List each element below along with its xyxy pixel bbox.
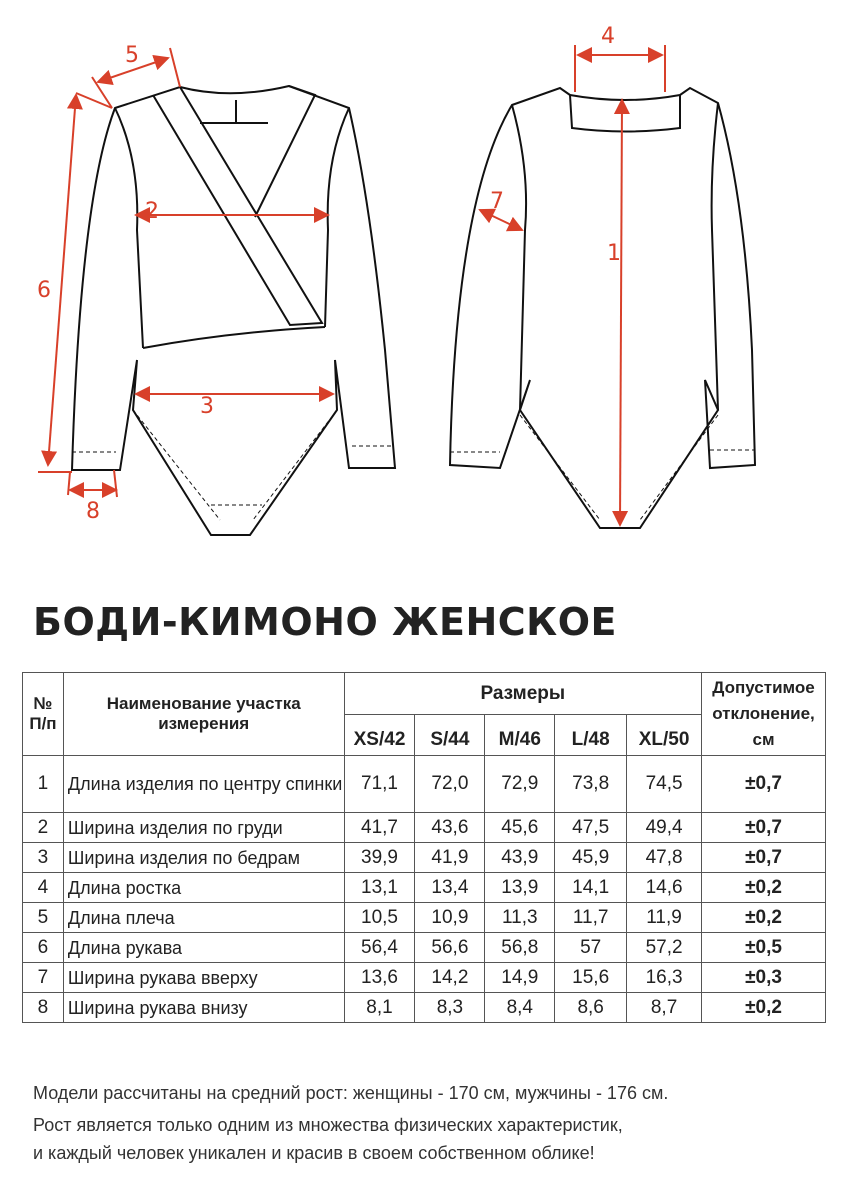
row-value: 15,6 [554, 962, 628, 993]
label-1: 1 [607, 241, 621, 266]
row-value: 47,8 [626, 842, 703, 873]
row-value: 56,8 [484, 932, 556, 963]
row-value: 43,9 [484, 842, 556, 873]
footer-line-2: Рост является только одним из множества … [33, 1115, 623, 1135]
row-value: 57 [554, 932, 628, 963]
row-number: 8 [22, 992, 64, 1023]
row-value: 74,5 [626, 755, 703, 813]
row-value: 71,1 [343, 755, 416, 813]
row-value: 14,2 [414, 962, 486, 993]
row-value: 56,6 [414, 932, 486, 963]
table-row: 8 Ширина рукава внизу 8,1 8,3 8,4 8,6 8,7 ±0,2 [22, 992, 826, 1023]
row-value: 8,4 [484, 992, 556, 1023]
row-value: 72,0 [414, 755, 486, 813]
row-value: 13,9 [484, 872, 556, 903]
row-number: 1 [22, 755, 64, 813]
table-row: 2 Ширина изделия по груди 41,7 43,6 45,6 47,5… [22, 812, 826, 843]
row-value: 8,1 [343, 992, 416, 1023]
row-name: Длина ростка [62, 872, 345, 903]
table-row: 5 Длина плеча 10,5 10,9 11,3 11,7 11,9 ±0,2 [22, 902, 826, 933]
row-value: 13,6 [343, 962, 416, 993]
measurement-lines [38, 45, 666, 527]
size-xs: XS/42 [343, 714, 416, 756]
table-row: 1 Длина изделия по центру спинки 71,1 72,0 7… [22, 755, 826, 813]
row-tolerance: ±0,2 [701, 902, 826, 933]
table-row: 7 Ширина рукава вверху 13,6 14,2 14,9 15,6 16,… [22, 962, 826, 993]
row-name: Длина изделия по центру спинки [62, 755, 345, 813]
row-value: 16,3 [626, 962, 703, 993]
row-value: 13,4 [414, 872, 486, 903]
row-value: 41,9 [414, 842, 486, 873]
size-s: S/44 [414, 714, 486, 756]
row-value: 45,9 [554, 842, 628, 873]
row-number: 3 [22, 842, 64, 873]
row-name: Ширина изделия по груди [62, 812, 345, 843]
row-tolerance: ±0,7 [701, 812, 826, 843]
row-number: 2 [22, 812, 64, 843]
table-row: 6 Длина рукава 56,4 56,6 56,8 57 57,2 ±0,5 [22, 932, 826, 963]
label-6: 6 [37, 278, 51, 303]
size-xl: XL/50 [626, 714, 703, 756]
row-value: 45,6 [484, 812, 556, 843]
row-tolerance: ±0,7 [701, 755, 826, 813]
row-value: 11,7 [554, 902, 628, 933]
row-tolerance: ±0,2 [701, 872, 826, 903]
label-7: 7 [490, 189, 504, 214]
row-tolerance: ±0,5 [701, 932, 826, 963]
table-row: 3 Ширина изделия по бедрам 39,9 41,9 43,9 45,… [22, 842, 826, 873]
row-name: Ширина рукава вверху [62, 962, 345, 993]
row-value: 8,7 [626, 992, 703, 1023]
row-value: 41,7 [343, 812, 416, 843]
header-name: Наименование участка измерения [62, 672, 345, 756]
row-value: 56,4 [343, 932, 416, 963]
back-view [448, 86, 757, 529]
row-name: Длина рукава [62, 932, 345, 963]
page-title: БОДИ-КИМОНО ЖЕНСКОЕ [33, 600, 617, 644]
row-number: 7 [22, 962, 64, 993]
label-4: 4 [601, 24, 615, 49]
row-name: Ширина изделия по бедрам [62, 842, 345, 873]
row-value: 49,4 [626, 812, 703, 843]
row-number: 5 [22, 902, 64, 933]
row-number: 4 [22, 872, 64, 903]
row-value: 10,9 [414, 902, 486, 933]
row-value: 14,1 [554, 872, 628, 903]
size-m: M/46 [484, 714, 556, 756]
label-2: 2 [145, 199, 159, 224]
row-number: 6 [22, 932, 64, 963]
row-value: 8,3 [414, 992, 486, 1023]
size-table: № П/п Наименование участка измерения Раз… [22, 672, 826, 1023]
label-8: 8 [86, 499, 100, 524]
row-value: 14,9 [484, 962, 556, 993]
row-value: 13,1 [343, 872, 416, 903]
row-value: 72,9 [484, 755, 556, 813]
row-value: 14,6 [626, 872, 703, 903]
row-value: 43,6 [414, 812, 486, 843]
row-value: 39,9 [343, 842, 416, 873]
row-value: 47,5 [554, 812, 628, 843]
row-value: 11,9 [626, 902, 703, 933]
row-value: 8,6 [554, 992, 628, 1023]
footer-line-1: Модели рассчитаны на средний рост: женщи… [33, 1083, 669, 1103]
row-tolerance: ±0,7 [701, 842, 826, 873]
label-5: 5 [125, 43, 139, 68]
garment-illustration: 4 5 6 2 3 8 1 7 [37, 24, 757, 536]
label-3: 3 [200, 394, 214, 419]
header-sizes: Размеры [343, 672, 703, 715]
table-row: 4 Длина ростка 13,1 13,4 13,9 14,1 14,6 ±0,2 [22, 872, 826, 903]
row-value: 11,3 [484, 902, 556, 933]
row-name: Длина плеча [62, 902, 345, 933]
row-value: 73,8 [554, 755, 628, 813]
header-number: № П/п [22, 672, 64, 756]
row-name: Ширина рукава внизу [62, 992, 345, 1023]
front-view [70, 84, 397, 536]
footer-line-3: и каждый человек уникален и красив в сво… [33, 1143, 595, 1163]
row-value: 10,5 [343, 902, 416, 933]
size-l: L/48 [554, 714, 628, 756]
row-value: 57,2 [626, 932, 703, 963]
row-tolerance: ±0,2 [701, 992, 826, 1023]
header-tolerance: Допустимое отклонение, см [701, 672, 826, 756]
row-tolerance: ±0,3 [701, 962, 826, 993]
